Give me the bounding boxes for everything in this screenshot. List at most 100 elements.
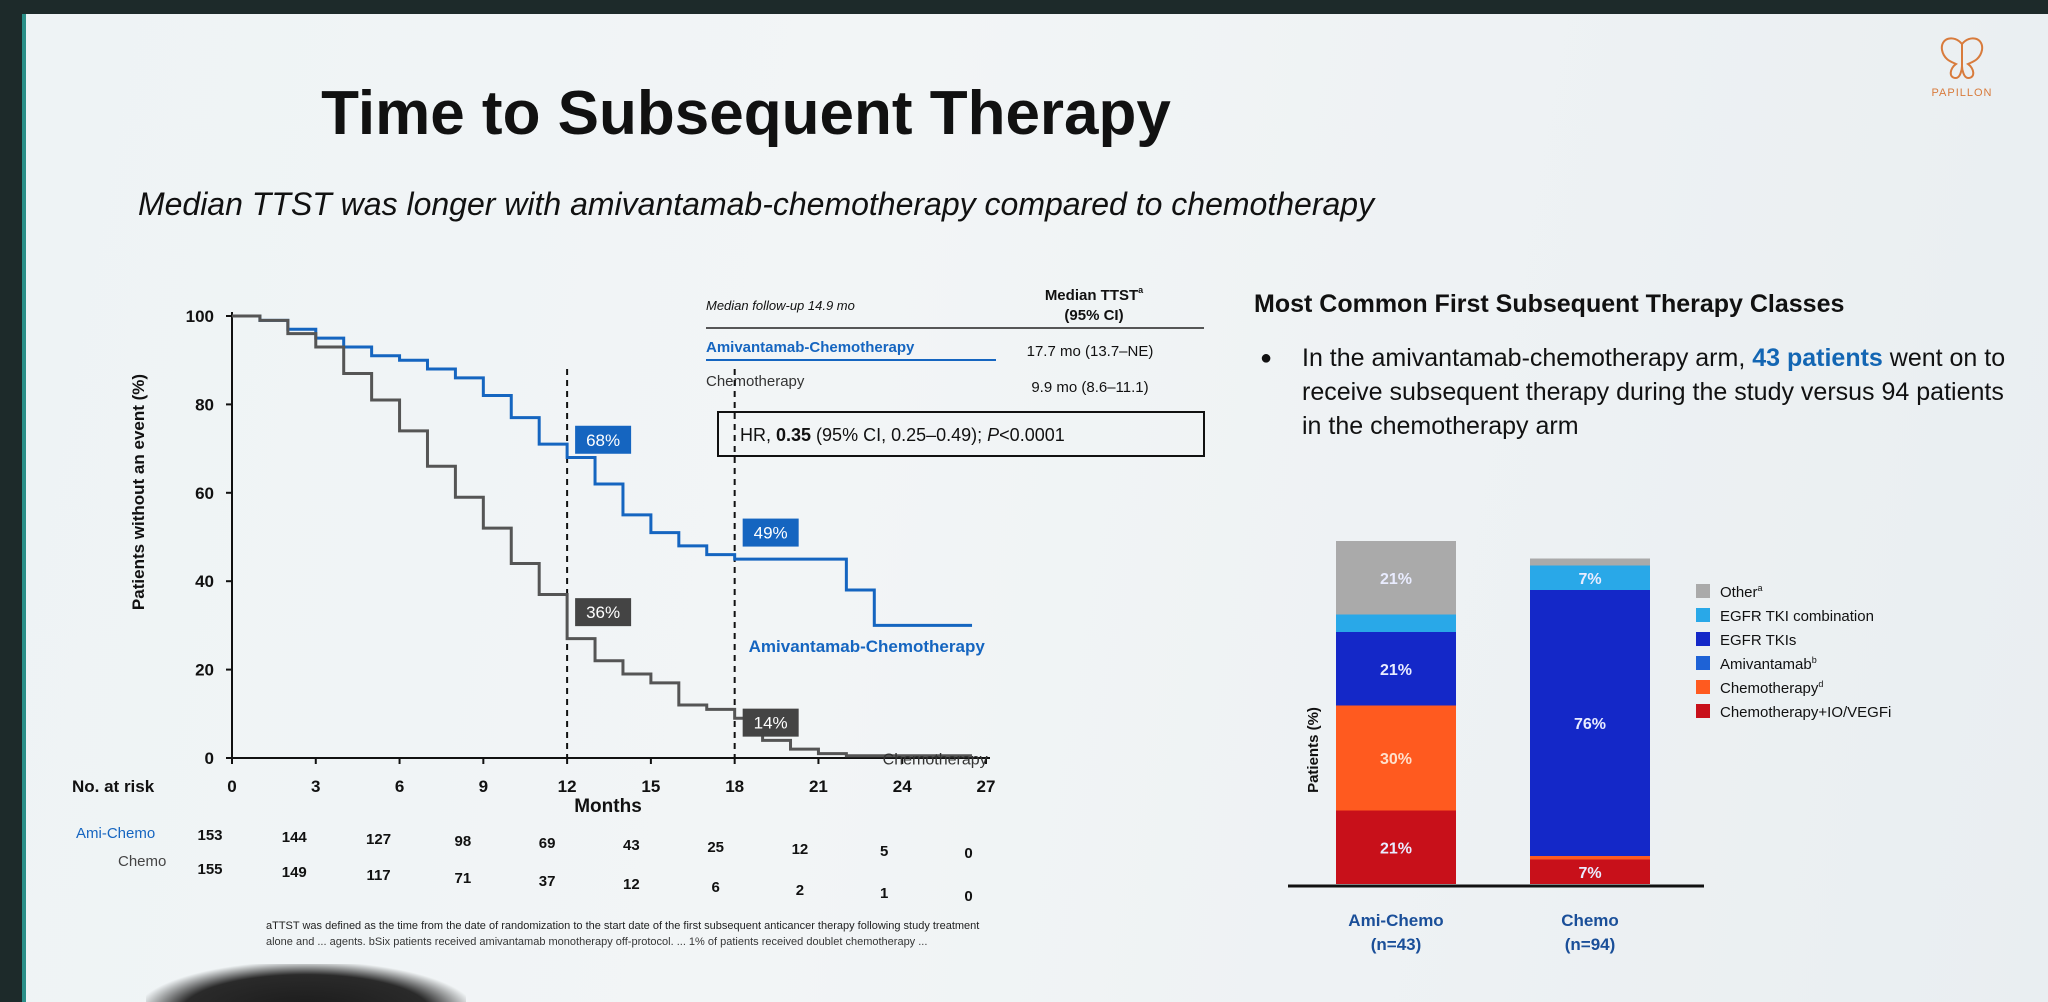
bar-segment xyxy=(1530,558,1650,566)
hr-box xyxy=(717,411,1205,457)
followup-label: Median follow-up 14.9 mo xyxy=(706,298,855,313)
legend-swatch xyxy=(1696,704,1710,718)
butterfly-icon xyxy=(1940,37,1984,80)
km-y-tick-label: 40 xyxy=(195,572,214,591)
bar-data-label: 21% xyxy=(1380,571,1412,588)
bar-data-label: 76% xyxy=(1574,716,1606,733)
page-subtitle: Median TTST was longer with amivantamab-… xyxy=(137,186,1375,222)
km-x-tick-label: 3 xyxy=(311,777,320,796)
km-x-tick-label: 27 xyxy=(977,777,996,796)
hr-text: HR, 0.35 (95% CI, 0.25–0.49); P<0.0001 xyxy=(740,425,1065,445)
at-risk-chemo-value: 117 xyxy=(366,867,390,884)
y-axis-label: Patients without an event (%) xyxy=(129,374,148,610)
at-risk-ami-value: 144 xyxy=(282,829,308,846)
bar-category-n: (n=43) xyxy=(1371,935,1422,954)
median-row-chemo-label: Chemotherapy xyxy=(706,373,805,390)
km-callouts: 68% 49% 36% 14% xyxy=(575,425,799,737)
bar-data-label: 7% xyxy=(1578,865,1601,882)
at-risk-title: No. at risk xyxy=(72,777,155,796)
papillon-logo: PAPILLON xyxy=(1916,36,2008,99)
legend-swatch xyxy=(1696,656,1710,670)
bar-segment xyxy=(1336,810,1456,884)
median-row-chemo-value: 9.9 mo (8.6–11.1) xyxy=(1031,379,1148,396)
bar-segment xyxy=(1530,856,1650,860)
km-x-tick-label: 12 xyxy=(558,777,577,796)
at-risk-ami-value: 0 xyxy=(964,845,972,862)
legend-label: Chemotherapy+IO/VEGFi xyxy=(1720,704,1891,721)
legend-label: Othera xyxy=(1720,583,1763,601)
callout-label: 68% xyxy=(586,431,620,450)
at-risk-ami-value: 153 xyxy=(197,827,222,844)
curve-label-chemo: Chemotherapy xyxy=(883,752,988,769)
bar-legend: Othera EGFR TKI combination EGFR TKIs Amiva… xyxy=(1696,583,1891,721)
subsequent-therapy-panel: Most Common First Subsequent Therapy Cla… xyxy=(1254,290,2014,443)
bullet-dot-icon: ● xyxy=(1260,347,1273,369)
logo-brand-text: PAPILLON xyxy=(1931,87,1993,99)
at-risk-ami-value: 69 xyxy=(539,835,556,852)
page-title: Time to Subsequent Therapy xyxy=(321,79,1171,148)
km-x-tick-label: 18 xyxy=(725,777,744,796)
median-header-2: (95% CI) xyxy=(1064,307,1123,324)
km-curves: Amivantamab-Chemotherapy Chemotherapy xyxy=(232,314,988,769)
median-header-1: Median TTSTa xyxy=(1045,285,1144,304)
km-y-tick-label: 60 xyxy=(195,484,214,503)
bullet-item: ● In the amivantamab-chemotherapy arm, 4… xyxy=(1254,341,2014,443)
km-y-tick-label: 0 xyxy=(205,749,214,768)
bar-segment xyxy=(1530,565,1650,590)
km-curve-ami xyxy=(232,314,973,627)
bar-data-label: 7% xyxy=(1578,571,1601,588)
at-risk-chemo-value: 71 xyxy=(454,870,471,887)
at-risk-ami-value: 25 xyxy=(707,839,724,856)
km-x-tick-label: 15 xyxy=(641,777,660,796)
at-risk-ami-value: 43 xyxy=(623,837,640,854)
at-risk-chemo-value: 37 xyxy=(539,873,556,890)
footnote-line-2: alone and ... agents. bSix patients rece… xyxy=(266,936,928,948)
panel-heading: Most Common First Subsequent Therapy Cla… xyxy=(1254,290,1845,318)
km-chart: Patients without an event (%) Months Med… xyxy=(72,285,1205,905)
bar-data-label: 21% xyxy=(1380,840,1412,857)
x-axis-label: Months xyxy=(574,796,642,817)
audience-head-silhouette xyxy=(146,964,466,1002)
at-risk-chemo-value: 12 xyxy=(623,876,640,893)
bar-segment xyxy=(1530,859,1650,884)
legend-label: EGFR TKI combination xyxy=(1720,608,1874,625)
legend-swatch xyxy=(1696,632,1710,646)
at-risk-chemo-label: Chemo xyxy=(118,853,166,870)
median-row-ami-value: 17.7 mo (13.7–NE) xyxy=(1027,343,1154,360)
bar-segment xyxy=(1336,614,1456,632)
km-x-tick-label: 6 xyxy=(395,777,404,796)
legend-label: Chemotherapyd xyxy=(1720,679,1823,697)
legend-label: Amivantamabb xyxy=(1720,655,1817,673)
slide: Time to Subsequent Therapy Median TTST w… xyxy=(22,14,2048,1002)
at-risk-chemo-value: 0 xyxy=(964,888,972,905)
km-x-tick-label: 0 xyxy=(227,777,236,796)
bar-segment xyxy=(1336,632,1456,706)
bar-y-axis-label: Patients (%) xyxy=(1305,707,1322,793)
callout-label: 14% xyxy=(754,714,788,733)
median-row-ami-label: Amivantamab-Chemotherapy xyxy=(706,339,915,356)
km-x-tick-label: 24 xyxy=(893,777,912,796)
km-x-tick-label: 9 xyxy=(479,777,488,796)
curve-label-ami: Amivantamab-Chemotherapy xyxy=(749,637,986,656)
bar-category-label: Ami-Chemo xyxy=(1348,911,1443,930)
km-y-tick-label: 100 xyxy=(186,307,214,326)
at-risk-ami-value: 98 xyxy=(454,833,471,850)
callout-box xyxy=(575,425,632,454)
bar-stacks: 21% 30% 21% 21% Ami-Chemo (n=43) 7% 76% 7% Chemo (… xyxy=(1288,541,1704,954)
legend-swatch xyxy=(1696,680,1710,694)
km-curve-chemo xyxy=(232,314,973,758)
bar-data-label: 21% xyxy=(1380,662,1412,679)
at-risk-ami-value: 5 xyxy=(880,843,888,860)
at-risk-chemo-value: 2 xyxy=(796,882,804,899)
callout-label: 36% xyxy=(586,603,620,622)
bar-data-label: 30% xyxy=(1380,751,1412,768)
bullet-text: In the amivantamab-chemotherapy arm, 43 … xyxy=(1302,344,2006,440)
legend-label: EGFR TKIs xyxy=(1720,632,1796,649)
callout-box xyxy=(742,708,799,737)
at-risk-chemo-value: 6 xyxy=(711,879,719,896)
bar-segment xyxy=(1336,541,1456,615)
at-risk-chemo-value: 155 xyxy=(197,861,222,878)
km-axes: 0 20 40 60 80 100 0 3 6 9 12 15 18 21 24 27 xyxy=(186,307,996,796)
bar-segment xyxy=(1530,590,1650,856)
